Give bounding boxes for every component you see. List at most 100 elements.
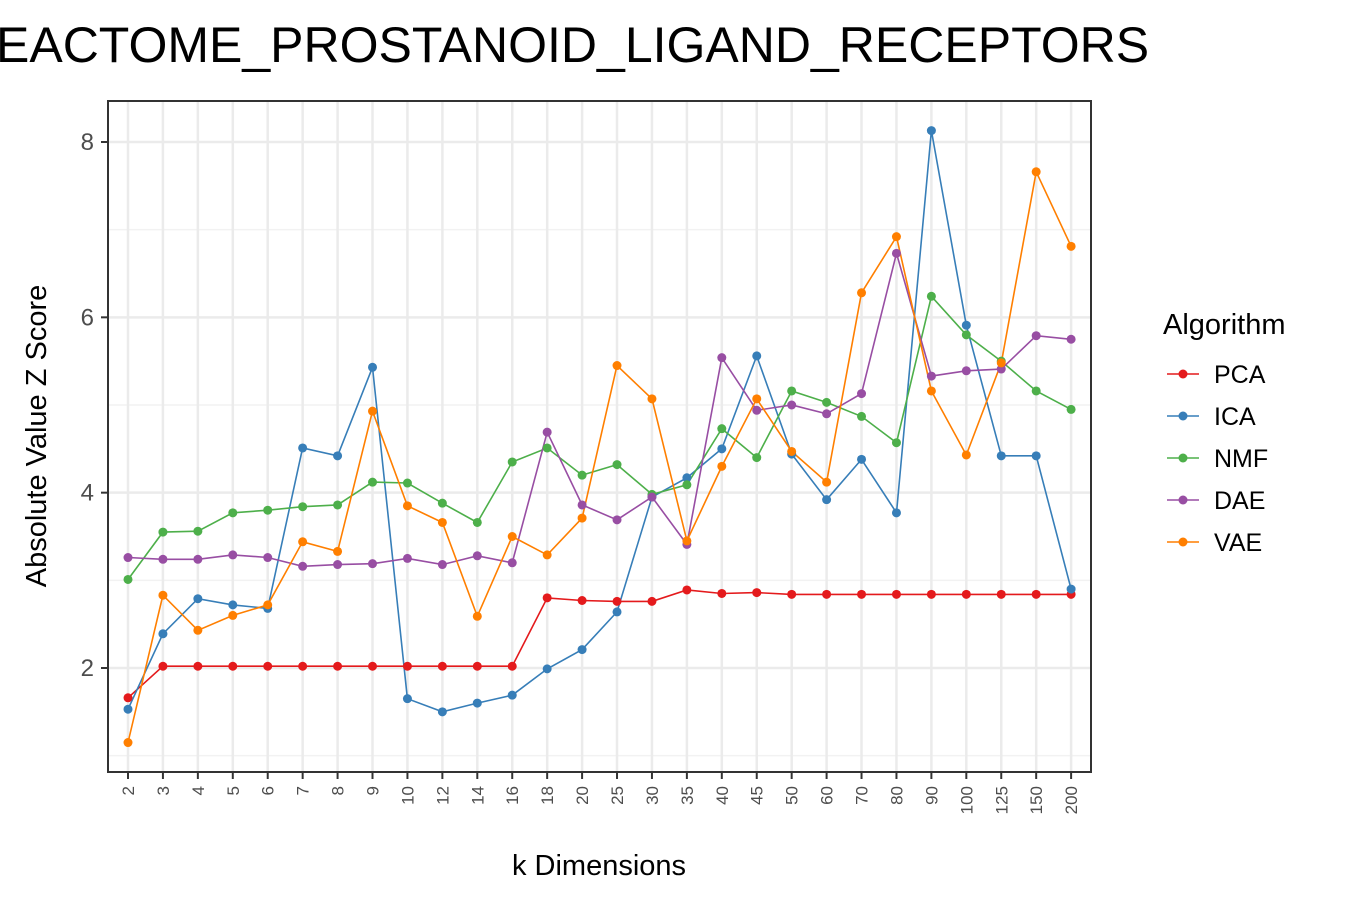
data-point-nmf <box>158 527 168 537</box>
data-point-dae <box>333 560 343 570</box>
data-point-nmf <box>1031 386 1041 396</box>
data-point-nmf <box>752 453 762 463</box>
data-point-nmf <box>437 498 447 508</box>
data-point-pca <box>368 661 378 671</box>
data-point-nmf <box>926 291 936 301</box>
data-point-pca <box>123 693 133 703</box>
x-tick-label: 20 <box>573 786 592 805</box>
data-point-pca <box>996 589 1006 599</box>
data-point-vae <box>752 394 762 404</box>
x-tick-label: 12 <box>433 786 452 805</box>
data-point-nmf <box>577 470 587 480</box>
data-point-ica <box>682 473 692 483</box>
data-point-pca <box>577 595 587 605</box>
x-tick-label: 125 <box>992 786 1011 814</box>
data-point-vae <box>193 625 203 635</box>
series-lines <box>127 130 1072 743</box>
x-tick-label: 16 <box>503 786 522 805</box>
x-tick-label: 90 <box>922 786 941 805</box>
data-point-nmf <box>961 330 971 340</box>
data-point-vae <box>822 477 832 487</box>
data-point-nmf <box>822 397 832 407</box>
data-point-ica <box>996 451 1006 461</box>
data-point-vae <box>717 461 727 471</box>
data-point-pca <box>402 661 412 671</box>
data-point-vae <box>891 232 901 242</box>
data-point-nmf <box>542 443 552 453</box>
x-tick-label: 8 <box>329 786 348 795</box>
data-point-ica <box>402 694 412 704</box>
data-point-ica <box>1031 451 1041 461</box>
data-point-pca <box>682 585 692 595</box>
data-point-vae <box>402 501 412 511</box>
data-point-vae <box>123 738 133 748</box>
data-point-dae <box>158 554 168 564</box>
data-point-dae <box>612 515 622 525</box>
data-point-pca <box>158 661 168 671</box>
legend-key-point <box>1178 369 1188 379</box>
data-point-pca <box>333 661 343 671</box>
data-point-dae <box>472 551 482 561</box>
data-point-pca <box>891 589 901 599</box>
x-tick-label: 2 <box>119 786 138 795</box>
series-points <box>123 126 1076 748</box>
data-point-pca <box>822 589 832 599</box>
chart-title: EACTOME_PROSTANOID_LIGAND_RECEPTORS <box>0 17 1149 73</box>
data-point-pca <box>193 661 203 671</box>
data-point-ica <box>1066 584 1076 594</box>
data-point-dae <box>926 371 936 381</box>
data-point-nmf <box>228 508 238 518</box>
data-point-pca <box>612 596 622 606</box>
data-point-vae <box>857 288 867 298</box>
data-point-nmf <box>1066 404 1076 414</box>
data-point-vae <box>263 600 273 610</box>
data-point-nmf <box>298 502 308 512</box>
legend-item-nmf: NMF <box>1167 445 1268 473</box>
data-point-vae <box>542 550 552 560</box>
legend-label: VAE <box>1214 529 1262 557</box>
data-point-nmf <box>857 411 867 421</box>
data-point-vae <box>577 513 587 523</box>
x-tick-label: 3 <box>154 786 173 795</box>
data-point-dae <box>857 389 867 399</box>
legend-item-ica: ICA <box>1167 403 1256 431</box>
data-point-dae <box>891 248 901 258</box>
grid-major <box>108 101 1091 772</box>
x-tick-label: 50 <box>783 786 802 805</box>
data-point-nmf <box>472 517 482 527</box>
x-tick-label: 18 <box>538 786 557 805</box>
data-point-nmf <box>263 505 273 515</box>
data-point-dae <box>1031 331 1041 341</box>
y-tick-label: 4 <box>81 480 94 507</box>
data-point-ica <box>507 690 517 700</box>
data-point-dae <box>787 400 797 410</box>
data-point-ica <box>577 645 587 655</box>
chart-title-group: EACTOME_PROSTANOID_LIGAND_RECEPTORS <box>0 17 1149 73</box>
legend: Algorithm PCA ICA NMF DAE VAE <box>1163 309 1286 557</box>
data-point-pca <box>926 589 936 599</box>
data-point-pca <box>787 589 797 599</box>
data-point-nmf <box>193 526 203 536</box>
legend-key-point <box>1178 495 1188 505</box>
data-point-vae <box>647 394 657 404</box>
data-point-pca <box>437 661 447 671</box>
x-tick-label: 6 <box>259 786 278 795</box>
plot-panel <box>107 100 1092 773</box>
data-point-dae <box>507 558 517 568</box>
data-point-ica <box>612 607 622 617</box>
x-tick-label: 80 <box>887 786 906 805</box>
x-tick-label: 25 <box>608 786 627 805</box>
data-point-dae <box>961 366 971 376</box>
legend-key-point <box>1178 537 1188 547</box>
data-point-ica <box>123 704 133 714</box>
data-point-vae <box>507 532 517 541</box>
legend-label: ICA <box>1214 403 1256 431</box>
data-point-dae <box>752 405 762 415</box>
data-point-dae <box>263 553 273 563</box>
data-point-vae <box>472 611 482 621</box>
data-point-dae <box>647 492 657 502</box>
data-point-vae <box>961 450 971 460</box>
grid-minor <box>108 228 1091 757</box>
data-point-dae <box>1066 334 1076 344</box>
